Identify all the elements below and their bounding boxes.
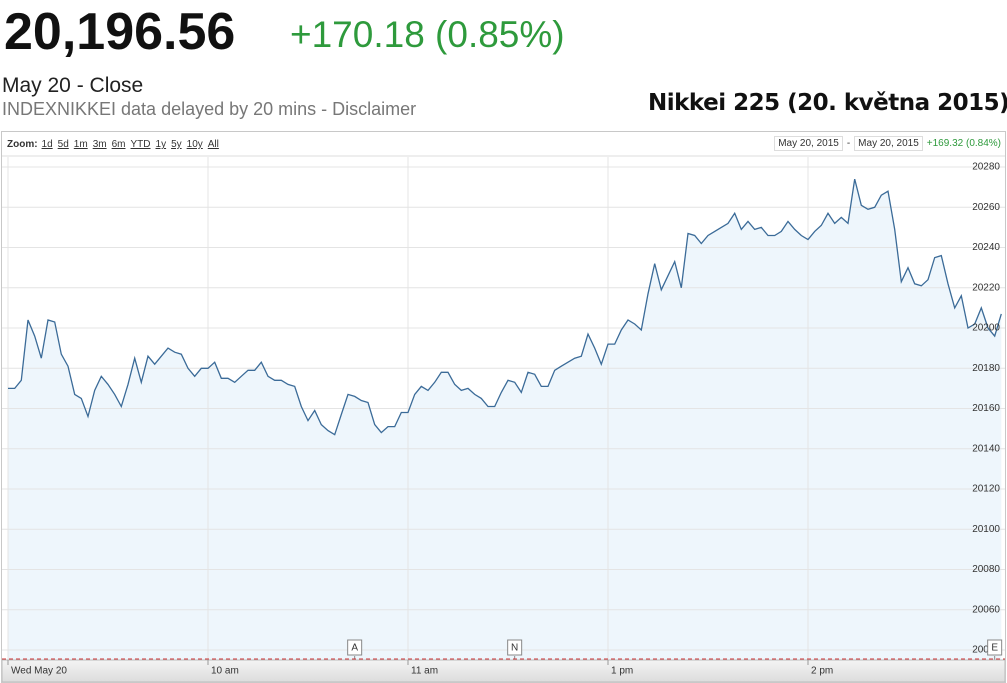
zoom-option[interactable]: 6m <box>111 139 126 150</box>
y-tick-label: 20240 <box>972 242 1000 253</box>
x-tick-label: 2 pm <box>811 666 833 677</box>
zoom-option[interactable]: 1d <box>41 139 53 150</box>
y-tick-label: 20180 <box>972 363 1000 374</box>
y-tick-label: 20120 <box>972 484 1000 495</box>
chart-box: 20040 20060 20080 20100 20120 20140 20160 20180… <box>1 131 1006 683</box>
y-tick-label: 20080 <box>972 564 1000 575</box>
y-tick-label: 20160 <box>972 403 1000 414</box>
zoom-option[interactable]: 3m <box>92 139 107 150</box>
price-line <box>8 178 1002 436</box>
y-tick-label: 20140 <box>972 443 1000 454</box>
flag <box>507 639 523 656</box>
y-tick-label: 20260 <box>972 202 1000 213</box>
range-end[interactable]: May 20, 2015 <box>854 136 923 151</box>
price: 20,196.56 <box>4 3 236 61</box>
zoom-option[interactable]: All <box>207 139 219 150</box>
zoom-option[interactable]: 5y <box>171 139 182 150</box>
zoom-option[interactable]: 1m <box>73 139 88 150</box>
area-fill <box>8 179 1002 660</box>
range: May 20, 2015 - May 20, 2015 +169.32 (0.8… <box>774 136 1001 151</box>
caption: Nikkei 225 (20. května 2015) <box>648 90 1007 116</box>
x-tick-label: Wed May 20 <box>11 666 67 677</box>
zoom-option[interactable]: YTD <box>130 139 151 150</box>
toolbar: Zoom: 1d 5d 1m 3m 6m YTD 1y 5y 10y All May 20, 201… <box>2 132 1005 156</box>
zoom-option[interactable]: 5d <box>57 139 69 150</box>
y-tick-label: 20040 <box>972 645 1000 656</box>
y-tick-label: 20220 <box>972 282 1000 293</box>
chart: 20040 20060 20080 20100 20120 20140 20160 20180… <box>2 155 1005 682</box>
zoom-label: Zoom: <box>7 139 38 150</box>
flag-label: N <box>511 643 518 654</box>
x-tick-label: 11 am <box>411 666 438 677</box>
zoom-option[interactable]: 10y <box>186 139 203 150</box>
x-tick-label: 1 pm <box>611 666 633 677</box>
y-tick-label: 20280 <box>972 162 1000 173</box>
x-axis-strip <box>2 659 1005 682</box>
zoom-option[interactable]: 1y <box>155 139 167 150</box>
flag <box>987 639 1003 656</box>
y-tick-label: 20100 <box>972 524 1000 535</box>
range-sep: - <box>846 138 851 149</box>
x-tick-label: 10 am <box>211 666 239 677</box>
flag <box>347 639 363 656</box>
zoom-bar: Zoom: 1d 5d 1m 3m 6m YTD 1y 5y 10y All <box>7 139 224 150</box>
source-note: INDEXNIKKEI data delayed by 20 mins - Di… <box>2 99 417 119</box>
range-start[interactable]: May 20, 2015 <box>774 136 843 151</box>
y-tick-label: 20200 <box>972 323 1000 334</box>
y-tick-label: 20060 <box>972 604 1000 615</box>
price-change: +170.18 (0.85%) <box>290 14 565 55</box>
status: May 20 - Close <box>2 74 144 97</box>
range-change: +169.32 (0.84%) <box>926 138 1001 149</box>
flag-label: A <box>351 643 358 654</box>
flag-label: E <box>991 643 998 654</box>
